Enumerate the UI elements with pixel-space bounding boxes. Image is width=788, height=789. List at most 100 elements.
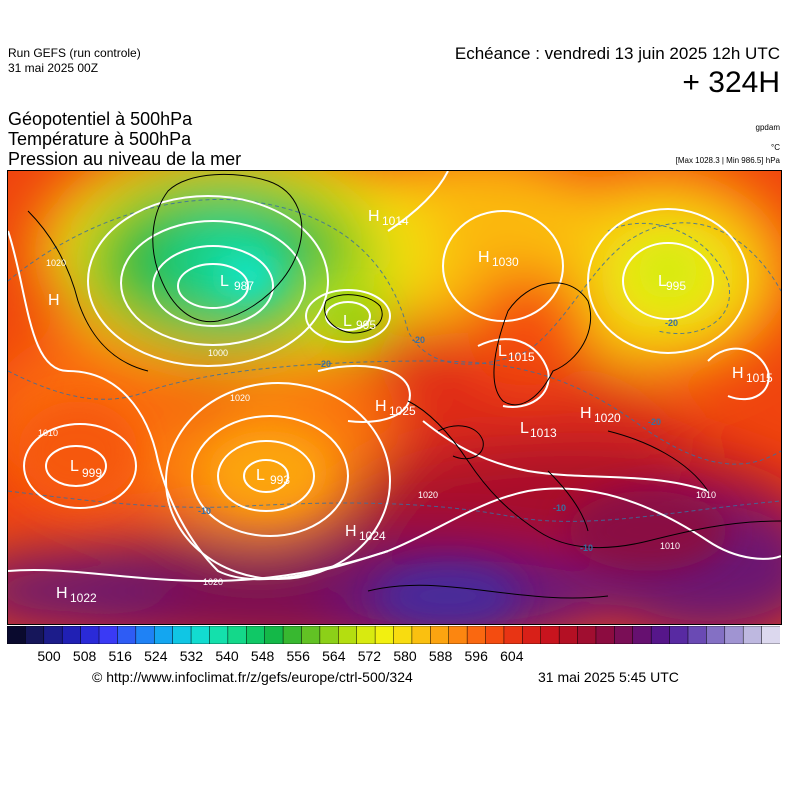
isobar-label: 1010 [696, 490, 716, 500]
issue-time: 31 mai 2025 5:45 UTC [538, 669, 679, 685]
colorbar-swatch [466, 626, 487, 644]
colorbar-tick-label: 532 [179, 648, 204, 664]
colorbar-swatch [430, 626, 450, 644]
colorbar [7, 626, 780, 644]
pressure-center-value: 987 [234, 279, 254, 293]
pressure-center: L [520, 420, 529, 437]
pressure-center-value: 1022 [70, 591, 97, 605]
colorbar-swatch [61, 626, 82, 644]
colorbar-labels: 500 508 516 524 532 540 548 556 564 572 580 588 596 6… [0, 648, 788, 668]
colorbar-swatch [650, 626, 671, 644]
pressure-center: H [375, 398, 387, 415]
colorbar-tick-label: 596 [464, 648, 488, 664]
colorbar-swatch [558, 626, 579, 644]
colorbar-tick-label: 572 [357, 648, 382, 664]
colorbar-swatch [227, 626, 248, 644]
isobar-label: 1020 [230, 393, 250, 403]
colorbar-swatch [135, 626, 155, 644]
colorbar-swatch [153, 626, 174, 644]
colorbar-swatch [301, 626, 321, 644]
colorbar-swatch [43, 626, 63, 644]
colorbar-swatch [98, 626, 119, 644]
isobar-label: 1010 [660, 541, 680, 551]
pressure-center: H [56, 585, 68, 602]
isotherm-labels: -20 -20 -20 -20 -10 -10 -10 [198, 318, 678, 553]
isobar-labels: 1000 1010 1020 1020 1020 1010 1010 1020 [38, 258, 716, 587]
colorbar-swatch [209, 626, 229, 644]
colorbar-swatch [393, 626, 413, 644]
colorbar-swatch [356, 626, 376, 644]
colorbar-swatch [319, 626, 340, 644]
pressure-center-value: 1030 [492, 255, 519, 269]
colorbar-swatch [25, 626, 45, 644]
colorbar-tick-label: 500 [37, 648, 61, 664]
colorbar-swatch [687, 626, 708, 644]
run-date: 31 mai 2025 00Z [8, 61, 99, 75]
pressure-center-value: 995 [666, 279, 686, 293]
pressure-center-value: 1014 [382, 214, 409, 228]
pressure-center: L [498, 343, 507, 360]
parameter-geopotential: Géopotentiel à 500hPa [8, 109, 193, 129]
colorbar-tick-label: 564 [322, 648, 346, 664]
pressure-center: H [368, 208, 380, 225]
colorbar-swatch [669, 626, 689, 644]
colorbar-swatch [522, 626, 542, 644]
colorbar-tick-label: 540 [215, 648, 239, 664]
colorbar-swatch [246, 626, 266, 644]
colorbar-swatch [282, 626, 303, 644]
colorbar-tick-label: 548 [250, 648, 275, 664]
isotherm-label: -20 [648, 417, 661, 427]
isobar-label: 1000 [208, 348, 228, 358]
isobar-label: 1020 [46, 258, 66, 268]
weather-map: H 1014 H 1030 H L 987 L 995 L 995 L 1015… [7, 170, 782, 625]
isotherm-label: -10 [198, 506, 211, 516]
colorbar-swatch [595, 626, 616, 644]
pressure-center-value: 1024 [359, 529, 386, 543]
pressure-center: L [658, 273, 667, 290]
colorbar-tick-label: 516 [108, 648, 132, 664]
colorbar-swatch [724, 626, 744, 644]
colorbar-swatch [80, 626, 100, 644]
colorbar-tick-label: 524 [144, 648, 168, 664]
isotherms [8, 198, 781, 522]
pressure-center: H [345, 523, 357, 540]
colorbar-tick-label: 604 [500, 648, 524, 664]
pressure-center: H [48, 292, 60, 309]
pressure-center-value: 993 [270, 473, 290, 487]
pressure-center-value: 1015 [508, 350, 535, 364]
isobars [8, 171, 781, 583]
colorbar-swatch [411, 626, 432, 644]
colorbar-swatch [706, 626, 726, 644]
run-title: Run GEFS (run controle) [8, 46, 141, 60]
coastlines [27, 174, 781, 599]
pressure-center: L [343, 313, 352, 330]
pressure-extremes: [Max 1028.3 | Min 986.5] hPa [675, 156, 780, 165]
colorbar-tick-label: 580 [393, 648, 417, 664]
colorbar-swatch [503, 626, 524, 644]
pressure-center: H [580, 405, 592, 422]
pressure-center-value: 995 [356, 318, 376, 332]
colorbar-swatch [264, 626, 284, 644]
isotherm-label: -20 [412, 335, 425, 345]
pressure-centers: H 1014 H 1030 H L 987 L 995 L 995 L 1015… [48, 208, 773, 605]
colorbar-swatch [632, 626, 652, 644]
colorbar-swatch [761, 626, 780, 644]
parameter-pressure: Pression au niveau de la mer [8, 149, 242, 169]
pressure-center-value: 999 [82, 466, 102, 480]
colorbar-tick-label: 588 [428, 648, 453, 664]
forecast-valid-time: Echéance : vendredi 13 juin 2025 12h UTC [454, 44, 780, 63]
parameter-temperature: Température à 500hPa [8, 129, 192, 149]
pressure-center-value: 1013 [530, 426, 557, 440]
pressure-center: H [478, 249, 490, 266]
isotherm-label: -20 [665, 318, 678, 328]
colorbar-swatch [485, 626, 505, 644]
pressure-center-value: 1020 [594, 411, 621, 425]
colorbar-swatch [338, 626, 358, 644]
isobar-label: 1020 [418, 490, 438, 500]
colorbar-tick-label: 556 [286, 648, 310, 664]
pressure-center: L [256, 467, 265, 484]
colorbar-swatch [577, 626, 597, 644]
isobar-label: 1010 [38, 428, 58, 438]
colorbar-swatch [190, 626, 211, 644]
pressure-center: L [220, 273, 229, 290]
